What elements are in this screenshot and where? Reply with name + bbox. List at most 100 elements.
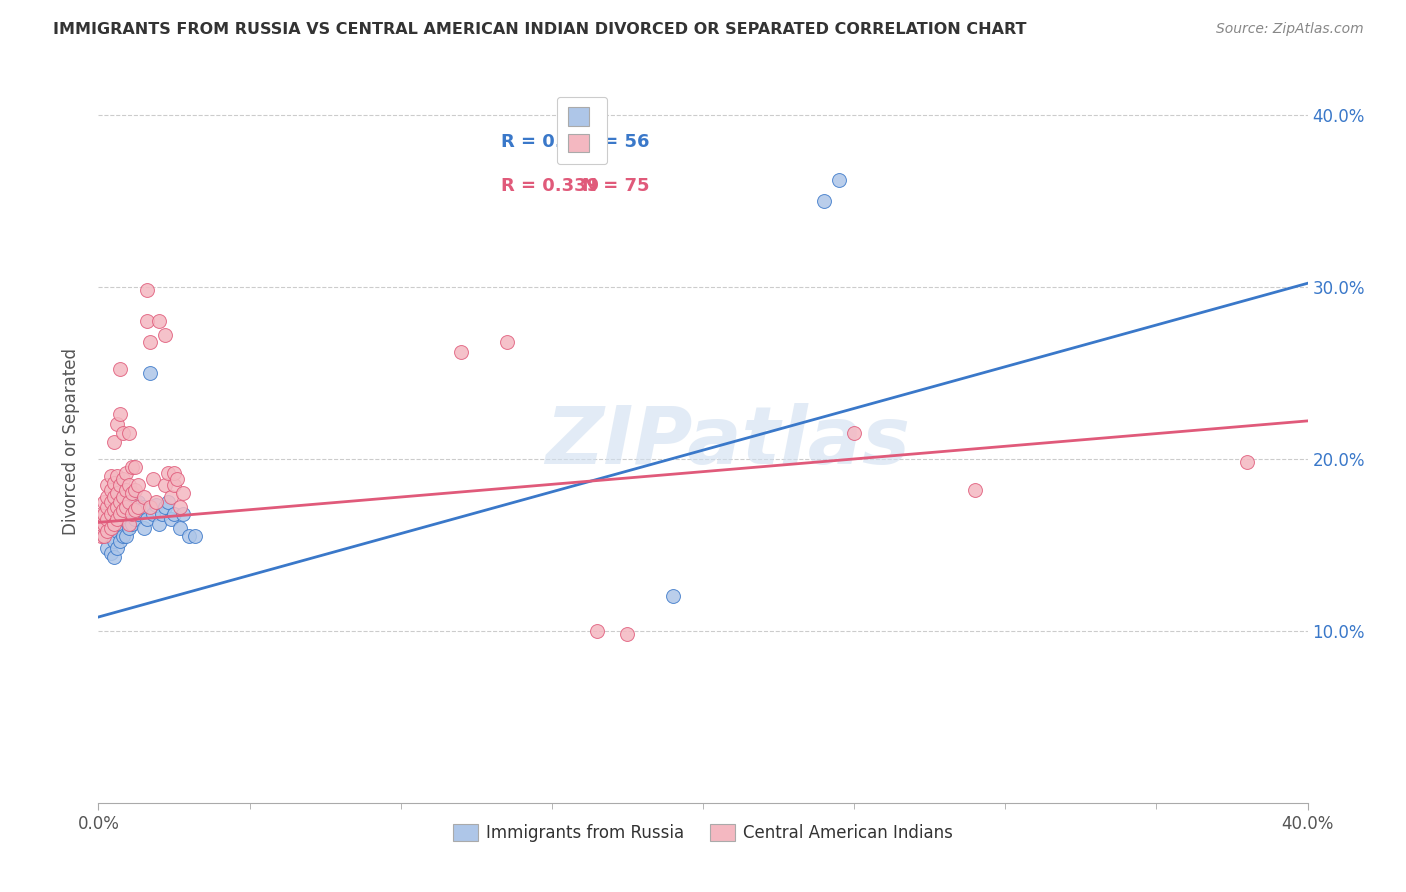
Point [844,425,866,440]
Point [139,334,162,349]
Point [103,507,125,521]
Point [148,517,170,532]
Point [114,529,136,543]
Point [179,529,201,543]
Point [103,475,125,490]
Point [100,546,122,560]
Point [153,477,176,491]
Point [100,500,122,514]
Point [108,534,131,549]
Point [100,483,122,497]
Point [132,520,155,534]
Point [163,466,186,480]
Point [114,507,136,521]
Point [169,520,191,534]
Point [150,507,173,521]
Point [450,345,472,359]
Point [105,512,128,526]
Point [163,477,186,491]
Point [96,512,118,526]
Point [108,407,131,421]
Point [96,524,118,538]
Text: R = 0.339: R = 0.339 [501,178,599,195]
Point [172,507,194,521]
Text: ZIPatlas: ZIPatlas [544,402,910,481]
Point [127,507,149,521]
Point [156,494,179,508]
Point [145,498,167,512]
Point [135,314,157,328]
Point [108,362,131,376]
Point [153,327,176,342]
Point [105,512,128,526]
Point [127,494,149,508]
Point [160,512,183,526]
Point [172,486,194,500]
Point [90,517,112,532]
Point [118,425,141,440]
Point [124,494,146,508]
Point [118,520,141,534]
Point [121,486,143,500]
Point [148,314,170,328]
Point [103,434,125,449]
Point [1236,455,1258,469]
Point [96,524,118,538]
Point [586,624,609,638]
Text: Source: ZipAtlas.com: Source: ZipAtlas.com [1216,22,1364,37]
Point [495,334,517,349]
Point [121,517,143,532]
Point [118,517,141,532]
Point [111,425,134,440]
Point [121,460,143,475]
Point [108,517,131,532]
Point [124,512,146,526]
Point [127,500,149,514]
Point [105,500,128,514]
Point [108,503,131,517]
Point [135,512,157,526]
Point [111,529,134,543]
Point [105,417,128,432]
Point [111,512,134,526]
Point [96,541,118,556]
Point [103,534,125,549]
Point [121,507,143,521]
Point [93,507,115,521]
Point [118,494,141,508]
Point [166,472,188,486]
Point [813,194,835,208]
Point [114,500,136,514]
Text: R = 0.508: R = 0.508 [501,133,599,151]
Point [105,486,128,500]
Point [100,469,122,483]
Point [160,490,183,504]
Point [103,517,125,532]
Point [132,490,155,504]
Point [124,460,146,475]
Point [96,517,118,532]
Point [169,500,191,514]
Point [105,469,128,483]
Point [114,483,136,497]
Point [616,627,638,641]
Point [103,494,125,508]
Point [105,490,128,504]
Legend: Immigrants from Russia, Central American Indians: Immigrants from Russia, Central American… [447,817,959,848]
Point [121,500,143,514]
Point [132,500,155,514]
Point [124,503,146,517]
Point [142,507,165,521]
Point [111,472,134,486]
Point [124,483,146,497]
Point [114,466,136,480]
Point [100,494,122,508]
Point [661,590,683,604]
Point [965,483,987,497]
Point [100,512,122,526]
Point [135,283,157,297]
Point [108,477,131,491]
Point [93,529,115,543]
Point [100,520,122,534]
Point [828,173,851,187]
